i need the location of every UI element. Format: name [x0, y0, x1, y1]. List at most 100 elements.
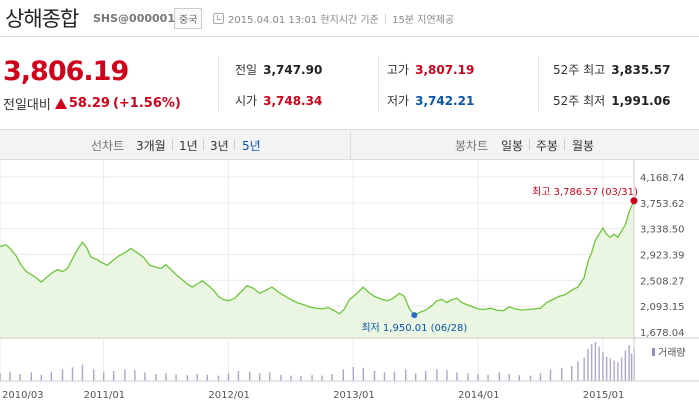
volume-bar [613, 360, 615, 381]
tab-daily[interactable]: 일봉 [501, 139, 524, 153]
tab-5-years[interactable]: 5년 [242, 139, 261, 153]
stat-52w-low: 52주 최저 1,991.06 [553, 92, 670, 109]
prev-close-value: 3,747.90 [263, 63, 323, 77]
volume-legend-swatch [652, 348, 655, 356]
current-price: 3,806.19 [3, 56, 129, 87]
volume-bar [362, 367, 364, 381]
volume-bar [124, 369, 126, 381]
time-info: 2015.04.01 13:01 현지시간 기준 | 15분 지연제공 [213, 11, 454, 26]
x-tick-label: 2011/01 [84, 390, 126, 401]
high-label: 고가 [387, 63, 410, 77]
open-label: 시가 [235, 94, 258, 108]
volume-bar [206, 374, 208, 381]
volume-bar [570, 366, 573, 381]
volume-bar [102, 372, 105, 381]
index-name: 상해종합 [5, 7, 79, 31]
volume-bar [50, 371, 52, 381]
low-annotation: 최저 1,950.01 (06/28) [361, 322, 467, 334]
tab-3-months[interactable]: 3개월 [136, 139, 166, 153]
volume-bar [583, 357, 585, 381]
price-line [0, 200, 635, 316]
market-badge: 중국 [174, 8, 203, 29]
low52-value: 1,991.06 [611, 94, 671, 108]
open-value: 3,748.34 [263, 94, 323, 108]
volume-bar [405, 369, 407, 381]
volume-bar [539, 373, 542, 381]
volume-bar [587, 349, 589, 381]
volume-bar [268, 372, 271, 381]
volume-bar [424, 370, 427, 381]
y-tick-label: 2,508.27 [640, 276, 685, 287]
prev-close-label: 전일 [235, 63, 258, 77]
delay-text: 15분 지연제공 [392, 15, 455, 26]
volume-bar [0, 373, 1, 381]
candle-chart-label: 봉차트 [455, 139, 489, 153]
volume-bar [467, 373, 469, 381]
x-tick-label: 2010/03 [2, 390, 44, 401]
high-annotation: 최고 3,786.57 (03/31) [532, 186, 638, 198]
volume-bar [249, 371, 251, 381]
quote-header: 상해종합 SHS@000001 중국 2015.04.01 13:01 현지시간… [0, 0, 699, 36]
volume-bar [414, 373, 417, 381]
x-tick-label: 2014/01 [458, 390, 500, 401]
volume-bar [93, 369, 95, 381]
volume-bar [383, 372, 386, 381]
stat-divider [378, 56, 379, 111]
low-value: 3,742.21 [415, 94, 475, 108]
volume-bar [144, 372, 146, 381]
low-label: 저가 [387, 94, 410, 108]
volume-bar [280, 374, 282, 381]
change-value: 58.29 [68, 96, 110, 111]
volume-bar [508, 373, 510, 381]
volume-bar [321, 375, 323, 381]
volume-bar [134, 370, 136, 381]
volume-bar [628, 345, 630, 381]
divider [564, 139, 565, 150]
volume-bar [237, 370, 240, 381]
volume-bar [217, 375, 220, 381]
volume-bar [342, 369, 345, 381]
datetime-text: 2015.04.01 13:01 현지시간 기준 [228, 15, 379, 26]
volume-bar [561, 367, 563, 381]
tab-1-year[interactable]: 1년 [179, 139, 198, 153]
header-divider [0, 36, 699, 37]
high52-value: 3,835.57 [611, 63, 671, 77]
tab-weekly[interactable]: 주봉 [536, 139, 559, 153]
divider [203, 139, 204, 150]
volume-bar [40, 374, 42, 381]
volume-bar [598, 346, 600, 381]
volume-bar [630, 353, 633, 381]
stat-divider [218, 56, 219, 111]
y-tick-label: 3,338.50 [640, 225, 685, 236]
volume-bar [300, 375, 302, 381]
stat-divider [538, 56, 539, 111]
divider [529, 139, 530, 150]
y-tick-label: 1,678.04 [640, 328, 685, 339]
volume-bar [227, 373, 230, 381]
volume-bar [620, 357, 623, 381]
volume-bar [331, 373, 333, 381]
volume-bar [594, 342, 597, 381]
volume-bar [436, 369, 438, 381]
volume-bar [61, 369, 64, 381]
volume-bar [311, 375, 313, 381]
tab-monthly[interactable]: 월봉 [572, 139, 595, 153]
up-triangle-icon [54, 98, 67, 109]
volume-bar [112, 370, 115, 381]
volume-bar [605, 356, 608, 381]
change-row: 전일대비 58.29 (+1.56%) [3, 94, 181, 113]
volume-bar [373, 370, 376, 381]
volume-bar [446, 370, 448, 381]
x-tick-label: 2012/01 [208, 390, 250, 401]
change-percent: (+1.56%) [112, 96, 181, 111]
stat-high: 고가 3,807.19 [387, 61, 474, 78]
tab-3-years[interactable]: 3년 [210, 139, 229, 153]
volume-bar [456, 372, 458, 381]
y-tick-label: 4,168.74 [640, 173, 685, 184]
volume-bar [9, 371, 11, 381]
x-tick-label: 2015/01 [583, 390, 625, 401]
tab-group-divider [350, 130, 351, 159]
volume-bar [19, 373, 21, 381]
volume-bar [258, 373, 261, 381]
high-value: 3,807.19 [415, 63, 475, 77]
